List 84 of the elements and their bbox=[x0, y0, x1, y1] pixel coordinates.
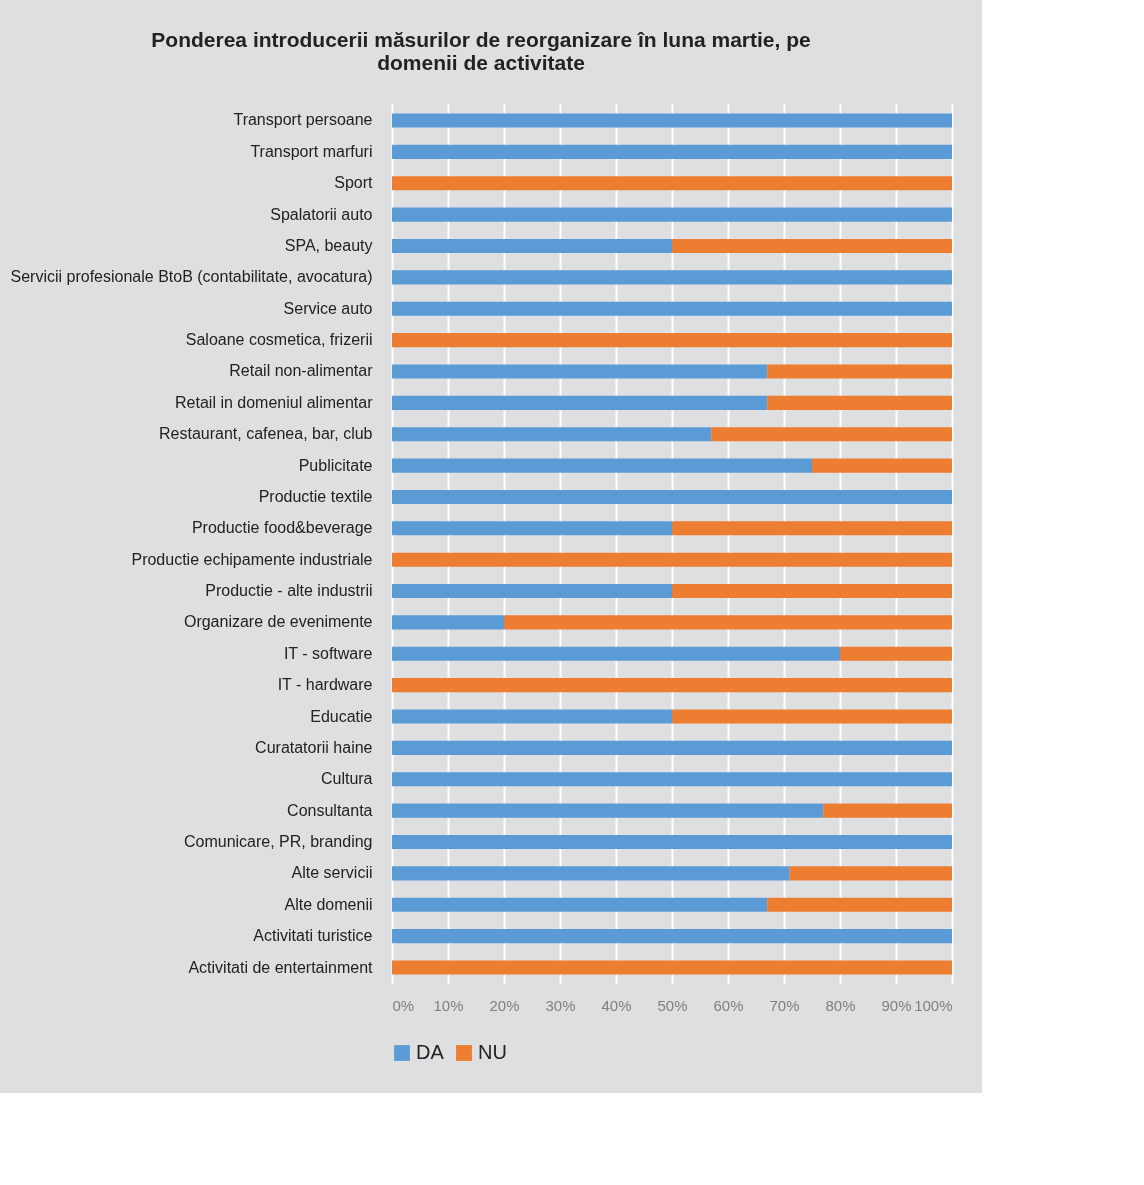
x-tick-label: 20% bbox=[489, 996, 520, 1014]
y-tick-label: Comunicare, PR, branding bbox=[183, 833, 373, 851]
bar bbox=[392, 897, 768, 912]
y-tick-label: SPA, beauty bbox=[284, 236, 373, 254]
x-tick-label: 100% bbox=[914, 996, 953, 1014]
bar bbox=[392, 176, 952, 191]
bar bbox=[767, 395, 952, 410]
bar bbox=[672, 521, 952, 536]
bar bbox=[392, 113, 952, 128]
bar bbox=[392, 615, 504, 630]
y-tick-label: IT - software bbox=[283, 644, 373, 662]
legend-label: DA bbox=[416, 1041, 445, 1063]
y-tick-label: Restaurant, cafenea, bar, club bbox=[159, 425, 373, 443]
y-tick-label: Transport persoane bbox=[233, 111, 373, 129]
bar bbox=[504, 615, 952, 630]
y-tick-label: Retail in domeniul alimentar bbox=[175, 393, 374, 411]
bar bbox=[392, 489, 952, 504]
text: Ponderea introducerii măsurilor de reorganizare în luna martie, pe bbox=[151, 28, 811, 51]
y-tick-label: Productie food&beverage bbox=[191, 519, 373, 537]
y-tick-label: Saloane cosmetica, frizerii bbox=[185, 331, 373, 349]
bar bbox=[392, 364, 768, 379]
bar bbox=[392, 333, 952, 348]
y-tick-label: Service auto bbox=[283, 299, 373, 317]
y-tick-label: Publicitate bbox=[298, 456, 373, 474]
bar bbox=[392, 772, 952, 787]
x-tick-label: 50% bbox=[657, 996, 688, 1014]
x-tick-label: 30% bbox=[545, 996, 576, 1014]
bar bbox=[711, 427, 952, 442]
bar bbox=[392, 960, 952, 975]
x-tick-label: 0% bbox=[392, 996, 415, 1014]
x-tick-label: 80% bbox=[825, 996, 856, 1014]
bar bbox=[392, 740, 952, 755]
bar bbox=[392, 301, 952, 316]
legend-label: NU bbox=[478, 1041, 507, 1063]
bar bbox=[392, 458, 812, 473]
bar bbox=[840, 646, 952, 661]
bar bbox=[392, 929, 952, 944]
bar bbox=[789, 866, 952, 881]
text: domenii de activitate bbox=[377, 51, 585, 74]
y-tick-label: Spalatorii auto bbox=[270, 205, 373, 223]
bar bbox=[392, 427, 712, 442]
bar bbox=[392, 678, 952, 693]
y-tick-label: Curatatorii haine bbox=[255, 738, 373, 756]
bar bbox=[392, 803, 824, 818]
y-tick-label: Retail non-alimentar bbox=[229, 362, 374, 380]
y-tick-label: Productie echipamente industriale bbox=[131, 550, 373, 568]
y-tick-label: Cultura bbox=[320, 770, 373, 788]
y-tick-label: Organizare de evenimente bbox=[183, 613, 373, 631]
bar bbox=[392, 552, 952, 567]
y-tick-label: Alte servicii bbox=[291, 864, 373, 882]
bar bbox=[392, 521, 672, 536]
bar bbox=[392, 834, 952, 850]
bar bbox=[392, 646, 840, 661]
bar bbox=[392, 270, 952, 285]
bar bbox=[392, 207, 952, 222]
x-tick-label: 70% bbox=[769, 996, 800, 1014]
y-tick-label: Consultanta bbox=[287, 801, 373, 819]
x-tick-label: 90% bbox=[881, 996, 912, 1014]
x-tick-label: 60% bbox=[713, 996, 744, 1014]
bar bbox=[823, 803, 952, 818]
y-tick-label: Transport marfuri bbox=[250, 142, 373, 160]
x-tick-label: 10% bbox=[433, 996, 464, 1014]
x-tick-label: 40% bbox=[601, 996, 632, 1014]
y-tick-label: Productie textile bbox=[258, 487, 373, 505]
bar bbox=[392, 144, 952, 159]
bar bbox=[392, 238, 672, 254]
y-tick-label: Sport bbox=[334, 174, 374, 192]
bar bbox=[767, 897, 952, 912]
y-tick-label: Servicii profesionale BtoB (contabilitate, avocatura) bbox=[10, 268, 373, 286]
bar bbox=[672, 238, 952, 254]
y-tick-label: Activitati turistice bbox=[253, 927, 373, 945]
bar bbox=[392, 584, 672, 599]
bar bbox=[392, 395, 768, 410]
bar bbox=[672, 584, 952, 599]
y-tick-label: Productie - alte industrii bbox=[205, 582, 373, 600]
bar bbox=[392, 866, 790, 881]
bar bbox=[812, 458, 952, 473]
y-tick-label: Activitati de entertainment bbox=[188, 958, 374, 976]
bar bbox=[767, 364, 952, 379]
bar bbox=[392, 709, 672, 724]
bar bbox=[672, 709, 952, 724]
y-tick-label: Alte domenii bbox=[284, 895, 373, 913]
y-tick-label: IT - hardware bbox=[277, 676, 373, 694]
y-tick-label: Educatie bbox=[310, 707, 373, 725]
